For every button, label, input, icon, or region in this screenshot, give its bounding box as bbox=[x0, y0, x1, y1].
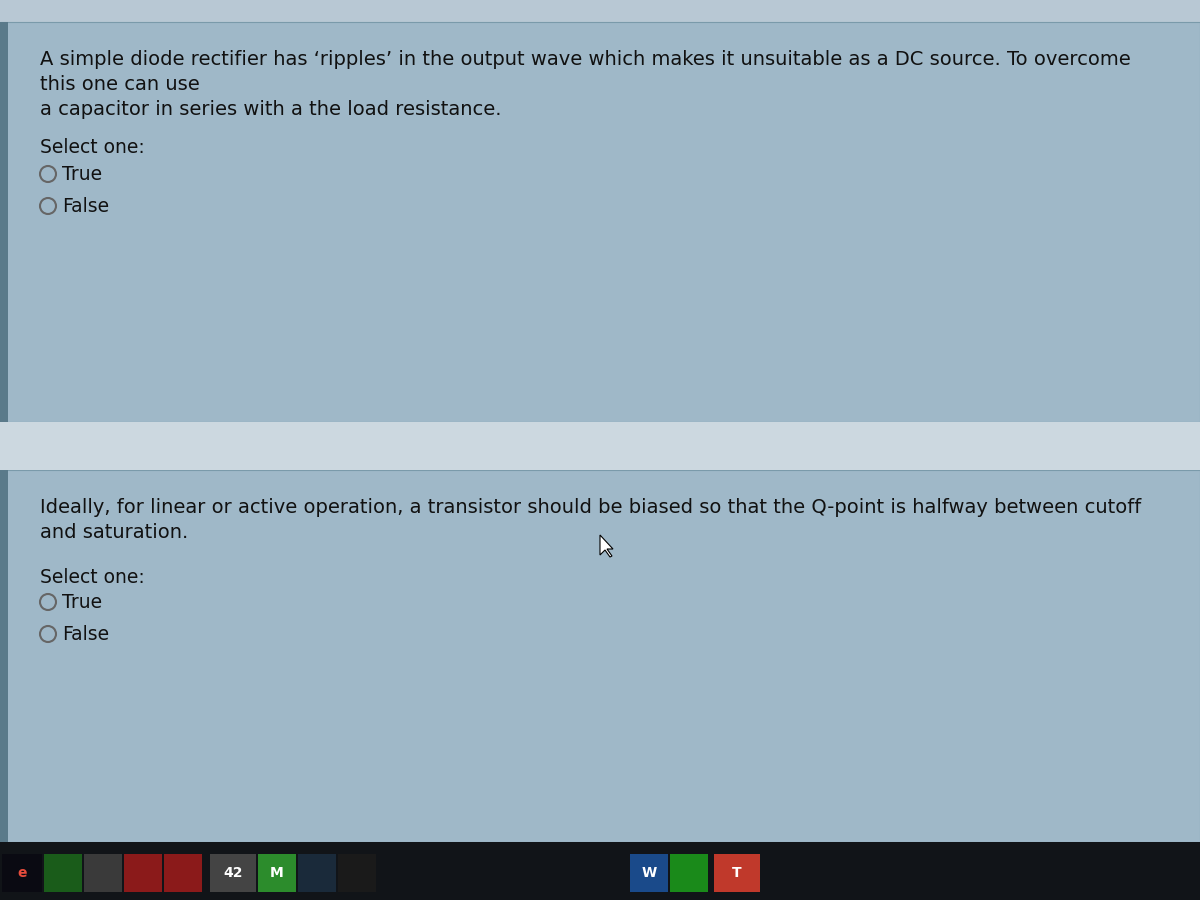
FancyBboxPatch shape bbox=[210, 854, 256, 892]
FancyBboxPatch shape bbox=[0, 422, 1200, 470]
Text: T: T bbox=[732, 866, 742, 880]
FancyBboxPatch shape bbox=[298, 854, 336, 892]
FancyBboxPatch shape bbox=[630, 854, 668, 892]
Text: this one can use: this one can use bbox=[40, 75, 199, 94]
FancyBboxPatch shape bbox=[164, 854, 202, 892]
Text: W: W bbox=[641, 866, 656, 880]
FancyBboxPatch shape bbox=[44, 854, 82, 892]
FancyBboxPatch shape bbox=[0, 22, 8, 422]
Text: True: True bbox=[62, 165, 102, 184]
FancyBboxPatch shape bbox=[338, 854, 376, 892]
Text: and saturation.: and saturation. bbox=[40, 523, 188, 542]
Text: True: True bbox=[62, 592, 102, 611]
FancyBboxPatch shape bbox=[2, 854, 42, 892]
Text: Ideally, for linear or active operation, a transistor should be biased so that t: Ideally, for linear or active operation,… bbox=[40, 498, 1141, 517]
FancyBboxPatch shape bbox=[0, 470, 1200, 842]
FancyBboxPatch shape bbox=[84, 854, 122, 892]
FancyBboxPatch shape bbox=[670, 854, 708, 892]
Text: Select one:: Select one: bbox=[40, 138, 145, 157]
FancyBboxPatch shape bbox=[124, 854, 162, 892]
Text: e: e bbox=[17, 866, 26, 880]
Text: M: M bbox=[270, 866, 284, 880]
Text: False: False bbox=[62, 196, 109, 215]
FancyBboxPatch shape bbox=[714, 854, 760, 892]
Text: Select one:: Select one: bbox=[40, 568, 145, 587]
Text: 42: 42 bbox=[223, 866, 242, 880]
FancyBboxPatch shape bbox=[0, 842, 1200, 900]
FancyBboxPatch shape bbox=[0, 470, 8, 842]
Text: A simple diode rectifier has ‘ripples’ in the output wave which makes it unsuita: A simple diode rectifier has ‘ripples’ i… bbox=[40, 50, 1130, 69]
Text: a capacitor in series with a the load resistance.: a capacitor in series with a the load re… bbox=[40, 100, 502, 119]
Text: False: False bbox=[62, 625, 109, 643]
FancyBboxPatch shape bbox=[258, 854, 296, 892]
PathPatch shape bbox=[600, 535, 613, 557]
FancyBboxPatch shape bbox=[0, 22, 1200, 422]
